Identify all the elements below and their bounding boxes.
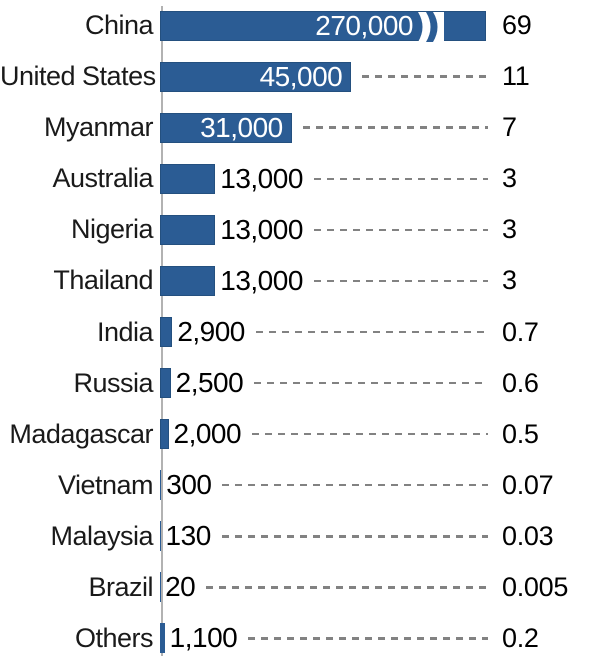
dashed-leader-line: [313, 177, 488, 181]
plot-area: 2,000: [157, 418, 498, 450]
category-label: Malaysia: [50, 520, 153, 551]
value-bar: [160, 163, 216, 194]
category-label: India: [96, 316, 154, 347]
chart-row: Thailand 13,000 3: [0, 255, 602, 306]
percent-value: 0.5: [502, 418, 539, 449]
bar-value-label: 1,100: [169, 622, 238, 654]
dashed-leader-line: [248, 637, 488, 640]
plot-area: 20: [157, 571, 498, 603]
percent-value: 0.07: [502, 469, 554, 500]
percent-value: 7: [502, 112, 517, 143]
dashed-leader-line: [313, 279, 488, 283]
value-bar: 31,000: [160, 111, 292, 143]
bar-value-label: 31,000: [200, 111, 283, 143]
value-bar: [160, 521, 161, 552]
value-bar: 270,000: [160, 9, 486, 42]
plot-area: 13,000: [157, 213, 498, 245]
bar-value-label: 270,000: [315, 9, 413, 41]
plot-area: 270,000: [157, 9, 498, 42]
value-bar: [160, 623, 165, 654]
plot-area: 13,000: [157, 264, 498, 296]
category-label: Myanmar: [43, 112, 154, 143]
plot-area: 300: [157, 469, 498, 501]
category-label: Madagascar: [9, 418, 153, 449]
chart-row: Others 1,100 0.2: [0, 613, 602, 664]
category-label: Vietnam: [57, 469, 154, 500]
percent-value: 3: [502, 163, 517, 194]
bar-value-label: 13,000: [220, 213, 303, 245]
percent-value: 11: [502, 61, 530, 92]
bar-value-label: 45,000: [259, 60, 343, 92]
value-bar: [160, 317, 173, 347]
chart-row: India 2,900 0.7: [0, 306, 602, 357]
plot-area: 2,900: [157, 317, 498, 347]
value-bar: [160, 419, 169, 450]
category-label: Australia: [52, 163, 153, 194]
dashed-leader-line: [362, 75, 488, 78]
bar-value-label: 130: [165, 520, 212, 552]
percent-value: 0.6: [502, 367, 539, 398]
percent-value: 0.005: [502, 571, 569, 602]
chart-row: Brazil 20 0.005: [0, 562, 602, 613]
plot-area: 45,000: [157, 60, 498, 92]
percent-value: 3: [502, 265, 517, 296]
dashed-leader-line: [255, 330, 488, 334]
chart-row: Vietnam 300 0.07: [0, 460, 602, 511]
dashed-leader-line: [222, 483, 488, 487]
dashed-leader-line: [254, 381, 488, 385]
chart-row: Myanmar 31,000 7: [0, 102, 602, 153]
plot-area: 1,100: [157, 622, 498, 654]
value-bar: [160, 214, 216, 245]
plot-area: 130: [157, 520, 498, 552]
category-label: Others: [74, 622, 154, 653]
category-label: China: [84, 10, 154, 41]
bar-value-label: 2,500: [175, 367, 244, 399]
chart-row: Malaysia 130 0.03: [0, 511, 602, 562]
percent-value: 0.03: [502, 520, 554, 551]
category-label: Thailand: [53, 265, 153, 296]
plot-area: 2,500: [157, 367, 498, 399]
chart-row: United States 45,000 11: [0, 51, 602, 102]
bar-value-label: 2,000: [173, 418, 242, 450]
dashed-leader-line: [252, 432, 488, 436]
dashed-leader-line: [206, 586, 488, 589]
category-label: Brazil: [88, 571, 153, 602]
percent-value: 69: [502, 10, 532, 41]
value-bar: [160, 368, 171, 399]
bar-value-label: 13,000: [220, 162, 303, 194]
value-bar: [160, 265, 216, 296]
dashed-leader-line: [313, 228, 488, 232]
percent-value: 0.2: [502, 622, 539, 653]
chart-row: Russia 2,500 0.6: [0, 358, 602, 409]
chart-row: Madagascar 2,000 0.5: [0, 409, 602, 460]
plot-area: 13,000: [157, 162, 498, 194]
dashed-leader-line: [221, 535, 488, 538]
bar-value-label: 20: [165, 571, 196, 603]
bar-value-label: 300: [166, 469, 212, 501]
chart-row: Australia 13,000 3: [0, 153, 602, 204]
bar-value-label: 13,000: [220, 264, 303, 296]
bar-value-label: 2,900: [177, 316, 245, 347]
category-label: United States: [0, 61, 156, 92]
value-bar: [160, 470, 162, 501]
chart-row: Nigeria 13,000 3: [0, 204, 602, 255]
category-label: Russia: [73, 367, 153, 398]
percent-value: 0.7: [502, 316, 539, 347]
percent-value: 3: [502, 214, 517, 245]
value-bar: 45,000: [160, 60, 352, 92]
chart-row: China 270,000 69: [0, 0, 602, 51]
dashed-leader-line: [302, 126, 488, 129]
category-label: Nigeria: [70, 214, 154, 245]
plot-area: 31,000: [157, 111, 498, 143]
